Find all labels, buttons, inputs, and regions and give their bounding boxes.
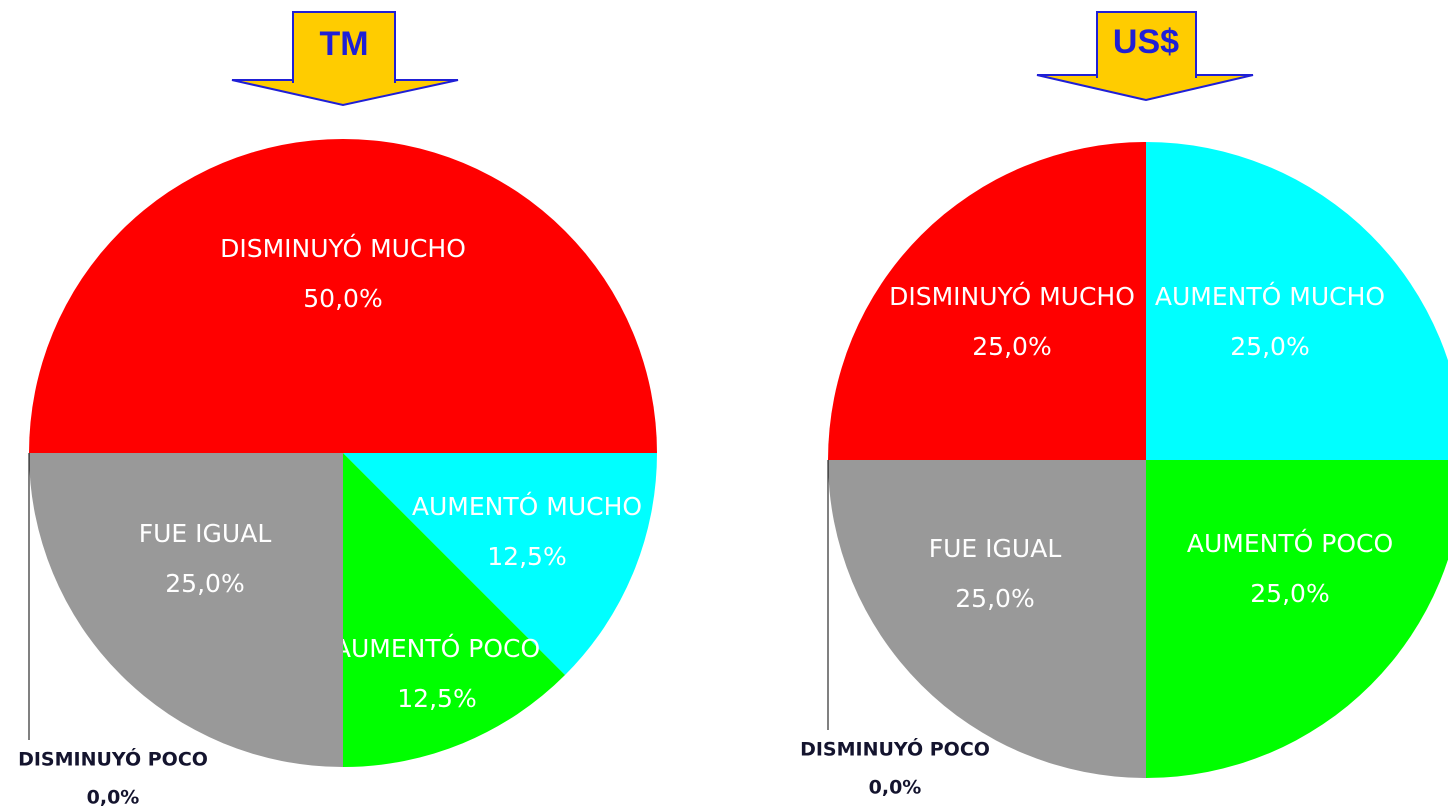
arrow-box bbox=[292, 11, 396, 83]
slice-category: AUMENTÓ POCO bbox=[1187, 528, 1393, 558]
slice-category: DISMINUYÓ MUCHO bbox=[220, 233, 466, 263]
slice-value: 12,5% bbox=[397, 684, 476, 713]
arrow-joint bbox=[294, 76, 394, 84]
slice-value: 25,0% bbox=[972, 332, 1051, 361]
slice-value: 25,0% bbox=[165, 569, 244, 598]
slice-value: 25,0% bbox=[955, 584, 1034, 613]
slice-category: AUMENTÓ POCO bbox=[334, 633, 540, 663]
slice-value: 25,0% bbox=[1230, 332, 1309, 361]
pie-slice bbox=[828, 142, 1146, 460]
slice-category: AUMENTÓ MUCHO bbox=[412, 491, 642, 521]
slice-value: 25,0% bbox=[1250, 579, 1329, 608]
slice-value: 50,0% bbox=[303, 284, 382, 313]
slice-category: FUE IGUAL bbox=[139, 519, 272, 548]
arrow-joint bbox=[1098, 71, 1195, 79]
slice-value: 0,0% bbox=[869, 777, 922, 799]
chart-title: US$ bbox=[1113, 23, 1179, 61]
pie-slice bbox=[343, 453, 657, 676]
slice-category: FUE IGUAL bbox=[929, 534, 1062, 563]
pie-slice bbox=[29, 453, 343, 767]
pie-slice bbox=[343, 453, 566, 767]
pie-slice bbox=[1146, 142, 1448, 460]
pie-slice bbox=[29, 139, 657, 453]
slice-category: AUMENTÓ MUCHO bbox=[1155, 281, 1385, 311]
slice-category: DISMINUYÓ POCO bbox=[18, 747, 208, 771]
pie-slice bbox=[828, 460, 1146, 778]
chart-title: TM bbox=[319, 25, 368, 63]
slice-category: DISMINUYÓ MUCHO bbox=[889, 281, 1135, 311]
pie-slice bbox=[1146, 460, 1448, 778]
slice-value: 0,0% bbox=[87, 787, 140, 808]
slice-category: DISMINUYÓ POCO bbox=[800, 737, 990, 761]
slice-value: 12,5% bbox=[487, 542, 566, 571]
